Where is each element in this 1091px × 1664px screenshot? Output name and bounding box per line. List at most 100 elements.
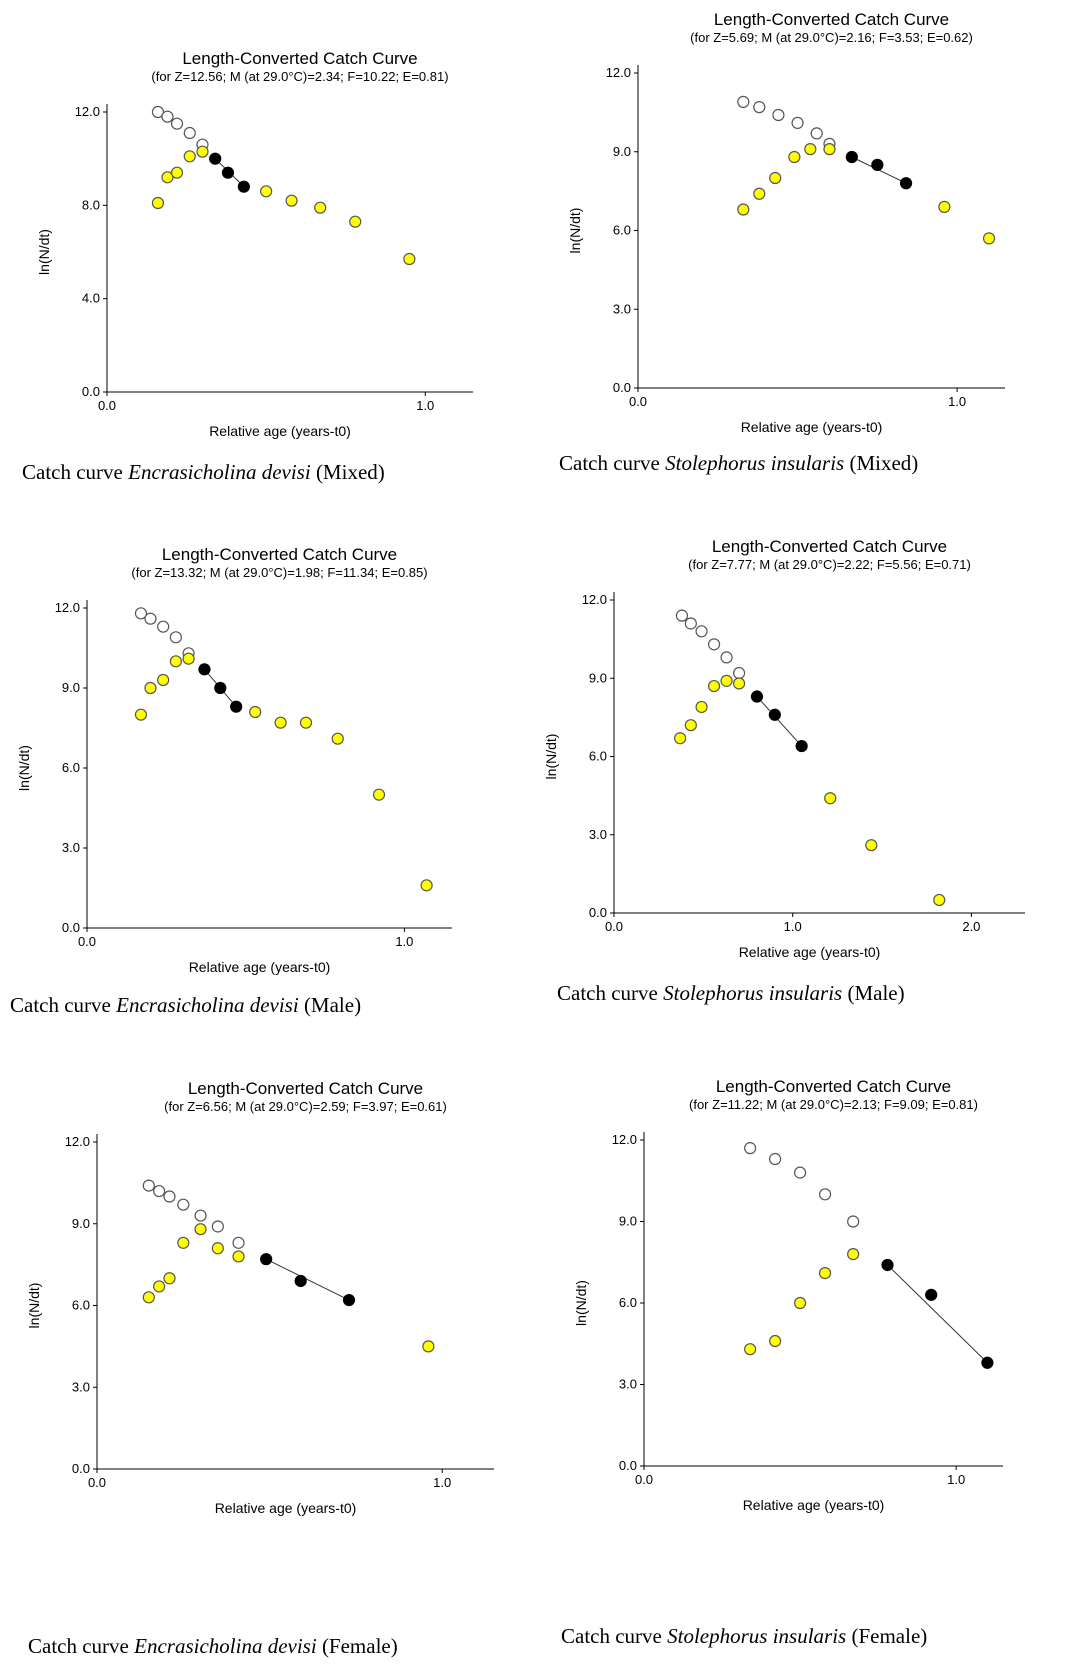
yellow-point: [823, 143, 836, 156]
caption-prefix: Catch curve: [557, 981, 664, 1005]
y-tick-label: 3.0: [589, 827, 607, 842]
y-axis-label: ln(N/dt): [543, 734, 559, 780]
yellow-point: [707, 679, 721, 693]
catch-curve-panel-2: Length-Converted Catch Curve (for Z=5.69;…: [0, 0, 1005, 540]
x-tick-label: 1.0: [416, 398, 434, 413]
regression-point: [925, 1288, 938, 1301]
x-tick-label: 1.0: [395, 934, 413, 949]
regression-point: [981, 1356, 994, 1369]
caption-suffix: (Male): [842, 981, 905, 1005]
yellow-point: [938, 200, 951, 213]
y-tick-label: 9.0: [589, 670, 607, 685]
yellow-point: [933, 893, 946, 907]
open-point: [744, 1142, 757, 1155]
yellow-point: [194, 1223, 207, 1236]
chart-title: Length-Converted Catch Curve: [188, 1079, 423, 1098]
yellow-point: [260, 185, 273, 198]
y-tick-label: 3.0: [62, 840, 80, 855]
yellow-point: [153, 1280, 166, 1293]
y-tick-label: 0.0: [589, 905, 607, 920]
caption-panel-2: Catch curve Stolephorus insularis (Mixed…: [559, 451, 918, 476]
chart-subtitle: (for Z=12.56; M (at 29.0°C)=2.34; F=10.2…: [151, 69, 448, 84]
regression-line: [887, 1264, 988, 1364]
yellow-point: [824, 792, 837, 805]
yellow-point: [732, 677, 746, 690]
yellow-point: [372, 788, 386, 801]
yellow-point: [169, 655, 182, 668]
regression-point: [845, 150, 858, 164]
x-axis-label: Relative age (years-t0): [743, 1497, 885, 1513]
open-point: [161, 110, 174, 123]
yellow-point: [144, 681, 157, 695]
chart-2-svg: Length-Converted Catch Curve(for Z=5.69;…: [567, 10, 1005, 435]
y-tick-label: 6.0: [589, 749, 607, 764]
yellow-point: [695, 700, 708, 714]
caption-panel-4: Catch curve Stolephorus insularis (Male): [557, 981, 905, 1006]
open-point: [183, 126, 196, 140]
y-tick-label: 3.0: [619, 1377, 637, 1392]
caption-suffix: (Female): [316, 1634, 398, 1658]
chart-3-svg: Length-Converted Catch Curve(for Z=13.32…: [16, 545, 452, 975]
chart-subtitle: (for Z=13.32; M (at 29.0°C)=1.98; F=11.3…: [131, 565, 427, 580]
x-axis-label: Relative age (years-t0): [741, 419, 883, 435]
x-tick-label: 0.0: [605, 919, 623, 934]
open-point: [707, 638, 721, 651]
y-tick-label: 4.0: [82, 291, 100, 306]
yellow-point: [684, 719, 697, 732]
regression-point: [260, 1253, 273, 1266]
chart-subtitle: (for Z=7.77; M (at 29.0°C)=2.22; F=5.56;…: [688, 557, 971, 572]
yellow-point: [183, 150, 196, 163]
chart-subtitle: (for Z=11.22; M (at 29.0°C)=2.13; F=9.09…: [689, 1097, 978, 1112]
y-tick-label: 12.0: [55, 600, 80, 615]
caption-panel-6: Catch curve Stolephorus insularis (Femal…: [561, 1624, 927, 1649]
regression-point: [768, 708, 781, 721]
regression-point: [209, 152, 222, 165]
yellow-point: [674, 732, 687, 745]
yellow-point: [161, 171, 174, 184]
regression-point: [795, 739, 808, 753]
caption-prefix: Catch curve: [28, 1634, 135, 1658]
y-tick-label: 9.0: [72, 1216, 90, 1231]
x-axis-label: Relative age (years-t0): [209, 423, 351, 439]
chart-title: Length-Converted Catch Curve: [182, 49, 417, 68]
yellow-point: [182, 652, 195, 665]
yellow-point: [331, 732, 344, 745]
y-tick-label: 6.0: [62, 760, 80, 775]
open-point: [170, 117, 184, 130]
yellow-point: [788, 150, 801, 164]
regression-point: [750, 690, 764, 703]
y-tick-label: 0.0: [82, 384, 100, 399]
open-point: [144, 612, 157, 625]
y-tick-label: 12.0: [606, 65, 631, 80]
yellow-point: [170, 166, 184, 179]
open-point: [720, 651, 733, 664]
yellow-point: [420, 879, 433, 892]
yellow-point: [151, 196, 165, 210]
y-tick-label: 12.0: [612, 1132, 637, 1147]
open-point: [737, 95, 750, 108]
yellow-point: [142, 1291, 155, 1304]
chart-4-svg: Length-Converted Catch Curve(for Z=7.77;…: [543, 537, 1025, 960]
y-tick-label: 6.0: [72, 1298, 90, 1313]
chart-title: Length-Converted Catch Curve: [716, 1077, 951, 1096]
caption-prefix: Catch curve: [22, 460, 129, 484]
yellow-point: [134, 708, 148, 721]
yellow-point: [865, 839, 878, 852]
y-tick-label: 9.0: [62, 680, 80, 695]
y-axis-label: ln(N/dt): [16, 745, 32, 791]
caption-species: Stolephorus insularis: [665, 451, 845, 475]
open-point: [157, 620, 170, 633]
open-point: [753, 101, 766, 114]
yellow-point: [818, 1267, 832, 1280]
caption-species: Encrasicholina devisi: [128, 460, 311, 484]
yellow-point: [196, 145, 209, 158]
regression-point: [871, 158, 884, 171]
regression-point: [294, 1274, 307, 1288]
yellow-point: [769, 1334, 782, 1348]
caption-suffix: (Female): [846, 1624, 928, 1648]
caption-species: Stolephorus insularis: [667, 1624, 847, 1648]
x-axis-label: Relative age (years-t0): [189, 959, 331, 975]
catch-curve-panel-3: Length-Converted Catch Curve (for Z=13.32…: [0, 0, 540, 975]
y-tick-label: 6.0: [619, 1295, 637, 1310]
